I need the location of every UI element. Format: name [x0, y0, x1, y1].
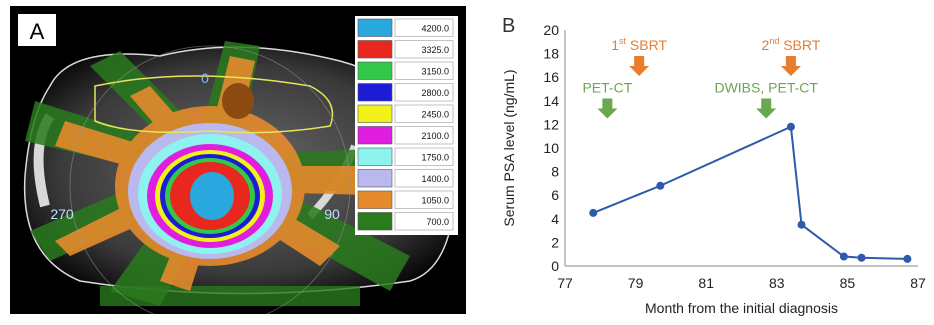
- annotation-label: 1st SBRT: [611, 36, 667, 53]
- x-tick-label: 81: [698, 275, 714, 291]
- x-axis-label: Month from the initial diagnosis: [645, 300, 838, 316]
- y-tick-labels: 0 2 4 6 8 10 12 14 16 18 20: [543, 22, 559, 274]
- y-tick-label: 0: [551, 258, 559, 274]
- annotation-arrow-icon: [629, 56, 650, 77]
- y-tick-label: 12: [543, 116, 559, 132]
- legend-value: 3325.0: [421, 45, 449, 55]
- legend-value-box: [394, 83, 454, 102]
- psa-data-point: [786, 122, 795, 131]
- organ-rectum: [222, 83, 254, 119]
- legend-value: 2450.0: [421, 110, 449, 120]
- legend-value: 4200.0: [421, 24, 449, 34]
- structure-contour: [94, 75, 334, 134]
- legend-swatch: [357, 61, 393, 80]
- angle-label-right: 90: [324, 206, 340, 222]
- x-tick-label: 77: [557, 275, 573, 291]
- y-axis-label: Serum PSA level (ng/mL): [501, 69, 517, 226]
- legend-swatch: [357, 83, 393, 102]
- legend-value-box: [394, 40, 454, 59]
- legend-swatch: [357, 18, 393, 37]
- legend-value: 1400.0: [421, 174, 449, 184]
- panel-b-label: B: [502, 15, 515, 37]
- y-tick-label: 8: [551, 164, 559, 180]
- legend-value: 2100.0: [421, 131, 449, 141]
- legend-value-box: [394, 61, 454, 80]
- psa-data-point: [903, 254, 912, 263]
- annotation-arrow-icon: [597, 98, 618, 119]
- legend-value: 1750.0: [421, 153, 449, 163]
- legend-value-box: [394, 190, 454, 209]
- dose-legend: 4200.0 3325.0 3150.0 2800.0 2450.0 2100.0 1750…: [355, 16, 458, 235]
- y-tick-label: 2: [551, 234, 559, 250]
- dose-map-image: A 0 270 90 4200.0 3325.0 3150.0 2800.0 2450.…: [10, 6, 466, 325]
- x-tick-labels: 77 79 81 83 85 87: [557, 275, 926, 291]
- legend-value: 2800.0: [421, 88, 449, 98]
- psa-series: [589, 122, 912, 263]
- y-tick-label: 16: [543, 69, 559, 85]
- legend-value-box: [394, 126, 454, 145]
- psa-data-point: [839, 252, 848, 261]
- psa-chart: B 0 2 4 6 8 10 12 14 16 18 20 77 79 81 83 85 87 Serum P…: [501, 15, 926, 316]
- legend-value-box: [394, 212, 454, 231]
- legend-swatch: [357, 104, 393, 123]
- isodose-4200: [190, 172, 234, 220]
- legend-value: 3150.0: [421, 67, 449, 77]
- y-tick-label: 4: [551, 211, 559, 227]
- panel-a-label-box: [18, 14, 56, 46]
- y-tick-label: 20: [543, 22, 559, 38]
- legend-value-box: [394, 18, 454, 37]
- legend-value-box: [394, 169, 454, 188]
- x-tick-label: 85: [840, 275, 856, 291]
- legend-swatch: [357, 212, 393, 231]
- x-tick-label: 83: [769, 275, 785, 291]
- psa-line: [592, 125, 908, 260]
- y-tick-label: 18: [543, 46, 559, 62]
- psa-data-point: [797, 220, 806, 229]
- y-tick-label: 14: [543, 93, 559, 109]
- arc-circle: [69, 45, 351, 325]
- isodose-700-lower: [100, 286, 360, 306]
- annotation-label: DWIBS, PET-CT: [714, 80, 818, 96]
- psa-data-point: [589, 208, 598, 217]
- psa-chart-panel: B 0 2 4 6 8 10 12 14 16 18 20 77 79 81 83 85 87 Serum P…: [490, 0, 934, 320]
- annotation-arrow-icon: [780, 56, 801, 77]
- psa-data-point: [656, 181, 665, 190]
- annotation-arrow-icon: [756, 98, 777, 119]
- legend-swatch: [357, 169, 393, 188]
- psa-data-point: [857, 253, 866, 262]
- angle-label-left: 270: [50, 206, 74, 222]
- legend-swatch: [357, 190, 393, 209]
- event-annotations: 1st SBRT 2nd SBRT PET-CT DWIBS, PET-CT: [582, 36, 821, 119]
- legend-swatch: [357, 40, 393, 59]
- dose-map-panel: A 0 270 90 4200.0 3325.0 3150.0 2800.0 2450.…: [10, 6, 466, 325]
- angle-label-top: 0: [201, 70, 209, 86]
- legend-value-box: [394, 147, 454, 166]
- y-tick-label: 6: [551, 187, 559, 203]
- legend-swatch: [357, 126, 393, 145]
- legend-swatch: [357, 147, 393, 166]
- annotation-label: PET-CT: [582, 80, 632, 96]
- annotation-label: 2nd SBRT: [762, 36, 821, 53]
- legend-value-box: [394, 104, 454, 123]
- legend-value: 700.0: [426, 217, 449, 227]
- y-tick-label: 10: [543, 140, 559, 156]
- x-tick-label: 79: [628, 275, 644, 291]
- panel-a-label: A: [30, 19, 45, 44]
- legend-value: 1050.0: [421, 196, 449, 206]
- x-tick-label: 87: [910, 275, 926, 291]
